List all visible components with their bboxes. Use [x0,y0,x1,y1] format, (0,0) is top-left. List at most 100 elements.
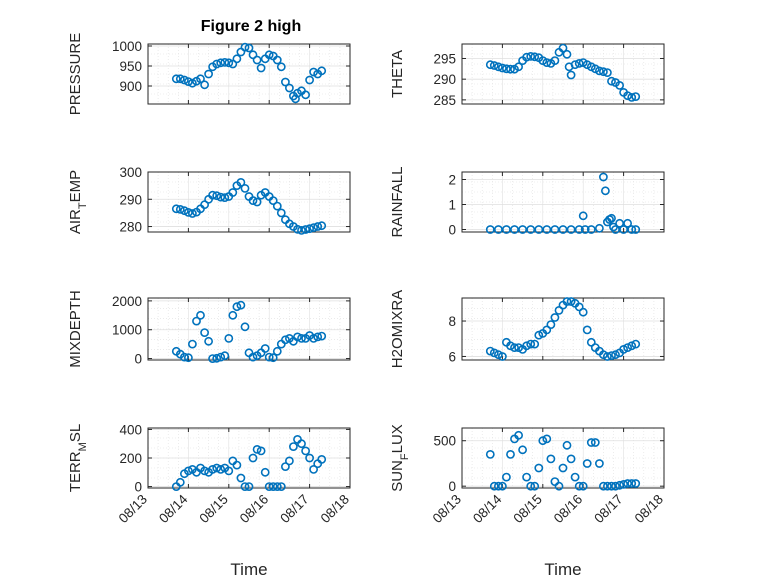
data-point [175,204,185,214]
data-point [256,63,266,73]
data-point [297,225,306,235]
data-point [550,56,560,65]
data-point [510,343,519,352]
y-tick-label: 0 [134,480,142,495]
data-point [280,462,290,471]
x-tick-label: 08/15 [510,492,545,527]
y-axis-label: AIRTEMP [67,170,89,234]
data-point [607,76,616,86]
y-tick-label: 290 [119,192,142,207]
x-tick-label: 08/17 [591,492,626,527]
data-point [578,481,588,491]
data-point [497,481,507,491]
data-point [566,454,576,464]
data-point [627,341,637,351]
data-point [208,354,217,363]
data-point [317,331,327,341]
y-tick-label: 295 [433,51,456,66]
data-point [542,225,552,234]
data-point [204,336,213,346]
data-point [603,68,612,77]
data-point [192,316,201,326]
data-point [248,352,258,362]
data-point [506,64,515,74]
x-tick-label: 08/14 [156,491,191,526]
data-point [542,58,552,67]
data-point [607,213,616,223]
data-point [187,78,197,88]
data-point [293,332,302,342]
y-tick-label: 0 [448,479,456,494]
data-point [276,208,286,218]
data-point [627,93,637,102]
x-tick-label: 08/13 [430,492,465,527]
data-point [305,224,314,234]
data-point [603,481,612,491]
panel-right-2: 0 1 2 RAINFALL [389,167,665,238]
y-tick-label: 290 [433,72,456,87]
y-tick-label: 6 [448,349,456,364]
data-point [309,464,318,474]
data-point [534,463,544,473]
data-point [546,454,556,464]
data-point [631,479,641,488]
data-point [244,482,254,491]
data-point [313,332,323,342]
data-point [240,42,250,52]
data-point [228,310,238,320]
data-point [200,328,209,337]
data-point [216,58,226,68]
y-axis-label: RAINFALL [389,167,406,238]
y-axis-label: SUNFLUX [389,424,411,492]
y-tick-label: 8 [448,314,456,329]
data-point [550,477,560,486]
y-tick-label: 500 [433,434,456,449]
data-point [522,52,531,62]
data-point [317,221,327,231]
data-point [510,225,519,234]
data-point [522,472,531,482]
data-point [268,196,278,205]
data-point [623,343,632,352]
data-point [208,190,217,200]
data-point [578,211,588,221]
data-point [272,346,282,356]
data-point [216,464,226,474]
data-point [297,439,306,449]
data-point [619,479,628,489]
data-point [530,52,540,62]
data-point [574,59,584,68]
data-point [526,225,536,234]
data-point [599,67,608,77]
data-point [562,297,572,306]
data-point [264,352,274,362]
x-tick-label: 08/18 [632,492,667,527]
data-point [580,225,590,234]
y-tick-label: 1000 [112,39,142,54]
data-point [212,59,222,69]
data-point [272,201,282,211]
data-point [530,481,540,491]
data-point [566,225,576,234]
y-axis-label: H2OMIXRA [389,290,406,368]
data-point [187,209,197,218]
data-point [179,206,189,216]
data-point [599,481,608,491]
data-point [224,333,234,343]
data-point [603,352,612,361]
data-point [501,64,511,74]
data-point [208,464,217,474]
panel-left-1: 900 950 1000 PRESSURE [67,33,351,115]
data-point [615,480,624,490]
data-point [631,339,641,349]
data-point [522,341,531,351]
data-point [293,224,302,234]
data-point [611,350,620,360]
y-tick-label: 2 [448,173,456,188]
data-point [558,225,568,234]
data-point [550,225,560,234]
x-tick-label: 08/15 [196,492,231,527]
y-tick-label: 280 [119,220,142,235]
